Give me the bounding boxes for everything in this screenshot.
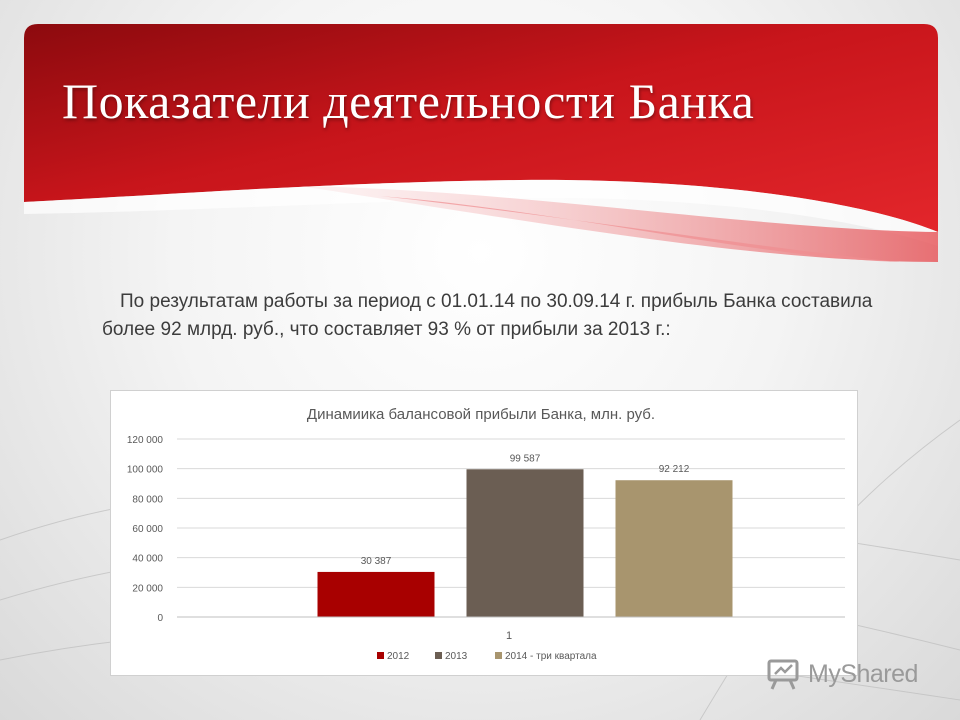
data-label: 92 212 <box>659 464 690 475</box>
header-wave-light <box>24 179 938 246</box>
legend-swatch <box>435 652 442 659</box>
y-tick-label: 120 000 <box>127 435 164 446</box>
chart-title: Динамиика балансовой прибыли Банка, млн.… <box>307 406 655 423</box>
intro-paragraph: По результатам работы за период с 01.01.… <box>102 291 873 340</box>
bar-2014 <box>615 480 733 617</box>
y-tick-label: 80 000 <box>132 494 163 505</box>
slide-title: Показатели деятельности Банка <box>62 73 755 129</box>
y-axis-ticks: 0 20 000 40 000 60 000 80 000 100 000 120 000 <box>127 435 164 624</box>
legend-label: 2013 <box>445 651 468 662</box>
bars <box>317 469 733 617</box>
header-wave-pink-thin <box>380 196 900 262</box>
watermark: MyShared <box>766 656 918 692</box>
data-label: 30 387 <box>361 556 392 567</box>
y-tick-label: 60 000 <box>132 524 163 535</box>
legend-label: 2012 <box>387 651 410 662</box>
data-labels: 30 387 99 587 92 212 <box>361 453 690 567</box>
chart-container: Динамиика балансовой прибыли Банка, млн.… <box>110 390 858 676</box>
bar-2013 <box>466 469 584 617</box>
legend: 2012 2013 2014 - три квартала <box>377 651 597 662</box>
watermark-text: MyShared <box>808 659 918 688</box>
legend-label: 2014 - три квартала <box>505 651 597 662</box>
bar-chart: Динамиика балансовой прибыли Банка, млн.… <box>127 406 845 662</box>
y-tick-label: 20 000 <box>132 583 163 594</box>
legend-swatch <box>495 652 502 659</box>
y-tick-label: 0 <box>157 613 163 624</box>
presentation-board-icon <box>767 659 799 690</box>
y-tick-label: 100 000 <box>127 465 164 476</box>
y-tick-label: 40 000 <box>132 554 163 565</box>
header-banner <box>24 24 938 232</box>
legend-swatch <box>377 652 384 659</box>
data-label: 99 587 <box>510 453 541 464</box>
bar-2012 <box>317 571 435 617</box>
x-category-label: 1 <box>506 630 512 642</box>
